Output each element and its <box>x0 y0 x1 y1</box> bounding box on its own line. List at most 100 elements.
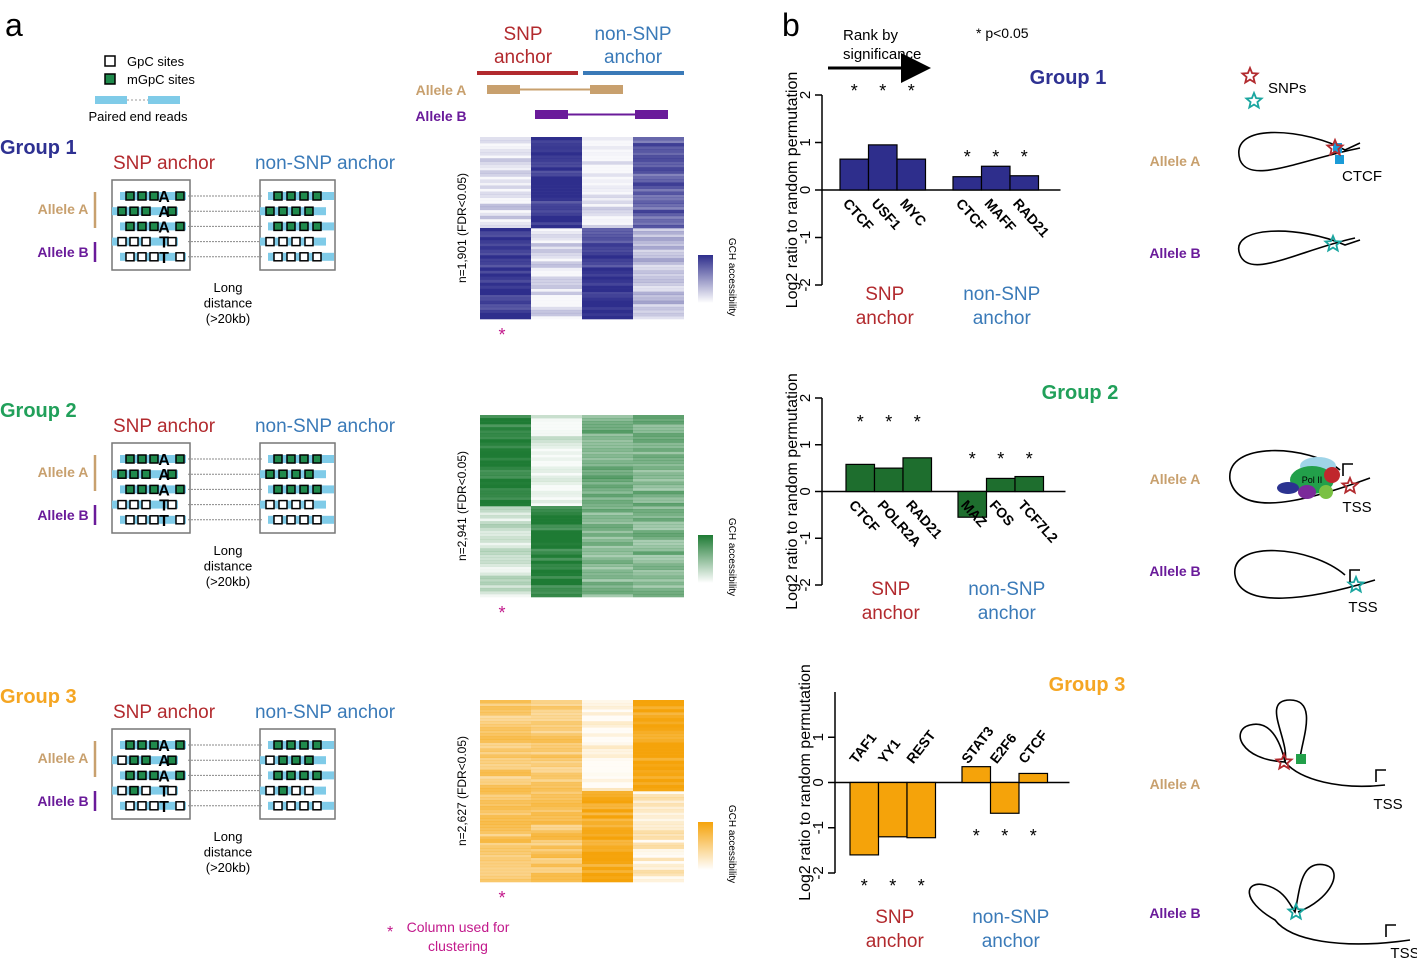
heatmap-cell <box>531 155 582 159</box>
chromatin <box>1248 863 1411 945</box>
heatmap-cell <box>582 300 633 305</box>
protein <box>1277 482 1299 494</box>
heatmap-cell <box>531 490 582 495</box>
heatmap-cell <box>582 433 633 437</box>
heatmap-cell <box>480 584 531 589</box>
heatmap-cell <box>480 551 531 555</box>
heatmap-cell <box>633 267 684 271</box>
heatmap-cell <box>582 228 633 232</box>
heatmap-cell <box>480 590 531 595</box>
heatmap-cell <box>582 821 633 825</box>
heatmap-cell <box>633 593 684 598</box>
heatmap-cell <box>633 861 684 864</box>
base-letter: A <box>158 768 170 785</box>
heatmap-cell <box>633 315 684 320</box>
heatmap-cell <box>531 243 582 247</box>
heatmap-cell <box>480 706 531 710</box>
heatmap-cell <box>531 509 582 513</box>
site <box>137 770 147 781</box>
heatmap-cell <box>582 469 633 473</box>
site <box>312 454 322 464</box>
anchor-box <box>111 179 191 271</box>
heatmap-cell <box>582 521 633 525</box>
heatmap-cell <box>582 140 633 143</box>
heatmap-cell <box>633 875 684 880</box>
heatmap-cell <box>480 255 531 259</box>
heatmap-cell <box>480 545 531 549</box>
heatmap-cell <box>480 264 531 268</box>
heatmap-cell <box>480 185 531 189</box>
bar <box>952 176 983 191</box>
heatmap-cell <box>480 778 531 783</box>
heatmap-cell <box>582 240 633 244</box>
label: Allele A <box>1150 471 1201 487</box>
heatmap-cell <box>531 418 582 422</box>
heatmap-cell <box>582 255 633 259</box>
heatmap-cell <box>633 781 684 786</box>
heatmap-cell <box>480 179 531 183</box>
heatmap-cell <box>582 776 633 779</box>
heatmap-cell <box>480 536 531 540</box>
heatmap-cell <box>480 827 531 831</box>
heatmap-cell <box>633 237 684 241</box>
label: non-SNP <box>594 24 671 45</box>
heatmap-cell <box>582 833 633 837</box>
site <box>141 236 151 247</box>
heatmap-cell <box>582 466 633 470</box>
heatmap-cell <box>582 764 633 767</box>
heatmap-cell <box>480 448 531 452</box>
heatmap-cell <box>582 509 633 513</box>
heatmap-cell <box>633 855 684 858</box>
label: SNP anchor <box>113 416 216 437</box>
label: GCH accessibility <box>726 238 737 316</box>
heatmap-cell <box>531 258 582 261</box>
site <box>304 755 314 765</box>
label: * p<0.05 <box>976 25 1029 41</box>
heatmap-cell <box>531 221 582 226</box>
bar <box>902 457 933 493</box>
heatmap-cell <box>633 736 684 740</box>
site <box>149 515 159 525</box>
heatmap-cell <box>633 472 684 476</box>
site <box>286 770 296 781</box>
label: Allele B <box>1149 245 1200 261</box>
heatmap-cell <box>582 806 633 810</box>
heatmap-cell <box>633 246 684 250</box>
heatmap-cell <box>531 845 582 849</box>
heatmap-cell <box>480 809 531 813</box>
heatmap-cell <box>633 521 684 525</box>
heatmap-cell <box>531 497 582 500</box>
heatmap-cell <box>531 167 582 171</box>
heatmap-cell <box>480 215 531 220</box>
heatmap-cell <box>531 712 582 716</box>
heatmap-cell <box>480 297 531 302</box>
heatmap-cell <box>582 258 633 262</box>
site <box>125 740 135 750</box>
heatmap-cell <box>531 787 582 792</box>
label: anchor <box>866 931 925 952</box>
base-letter: T <box>159 799 169 816</box>
heatmap-cell <box>531 512 582 516</box>
y-tick-label: 0 <box>797 487 814 495</box>
base-letter: A <box>158 482 170 499</box>
site <box>312 515 322 525</box>
heatmap-cell <box>582 506 633 510</box>
heatmap-cell <box>633 800 684 804</box>
heatmap-cell <box>480 727 531 731</box>
heatmap-cell <box>531 569 582 574</box>
heatmap-cell <box>480 146 531 150</box>
heatmap-cell <box>582 155 633 158</box>
heatmap-cell <box>582 200 633 205</box>
heatmap-cell <box>633 581 684 586</box>
heatmap-cell <box>633 484 684 489</box>
tss-arrow <box>1375 769 1386 782</box>
heatmap-cell <box>633 143 684 147</box>
heatmap-cell <box>531 424 582 427</box>
site <box>129 499 139 510</box>
heatmap-cell <box>480 218 531 223</box>
site <box>175 221 185 232</box>
heatmap-cell <box>633 427 684 431</box>
heatmap-cell <box>633 842 684 846</box>
heatmap-cell <box>582 206 633 211</box>
heatmap-cell <box>480 439 531 443</box>
